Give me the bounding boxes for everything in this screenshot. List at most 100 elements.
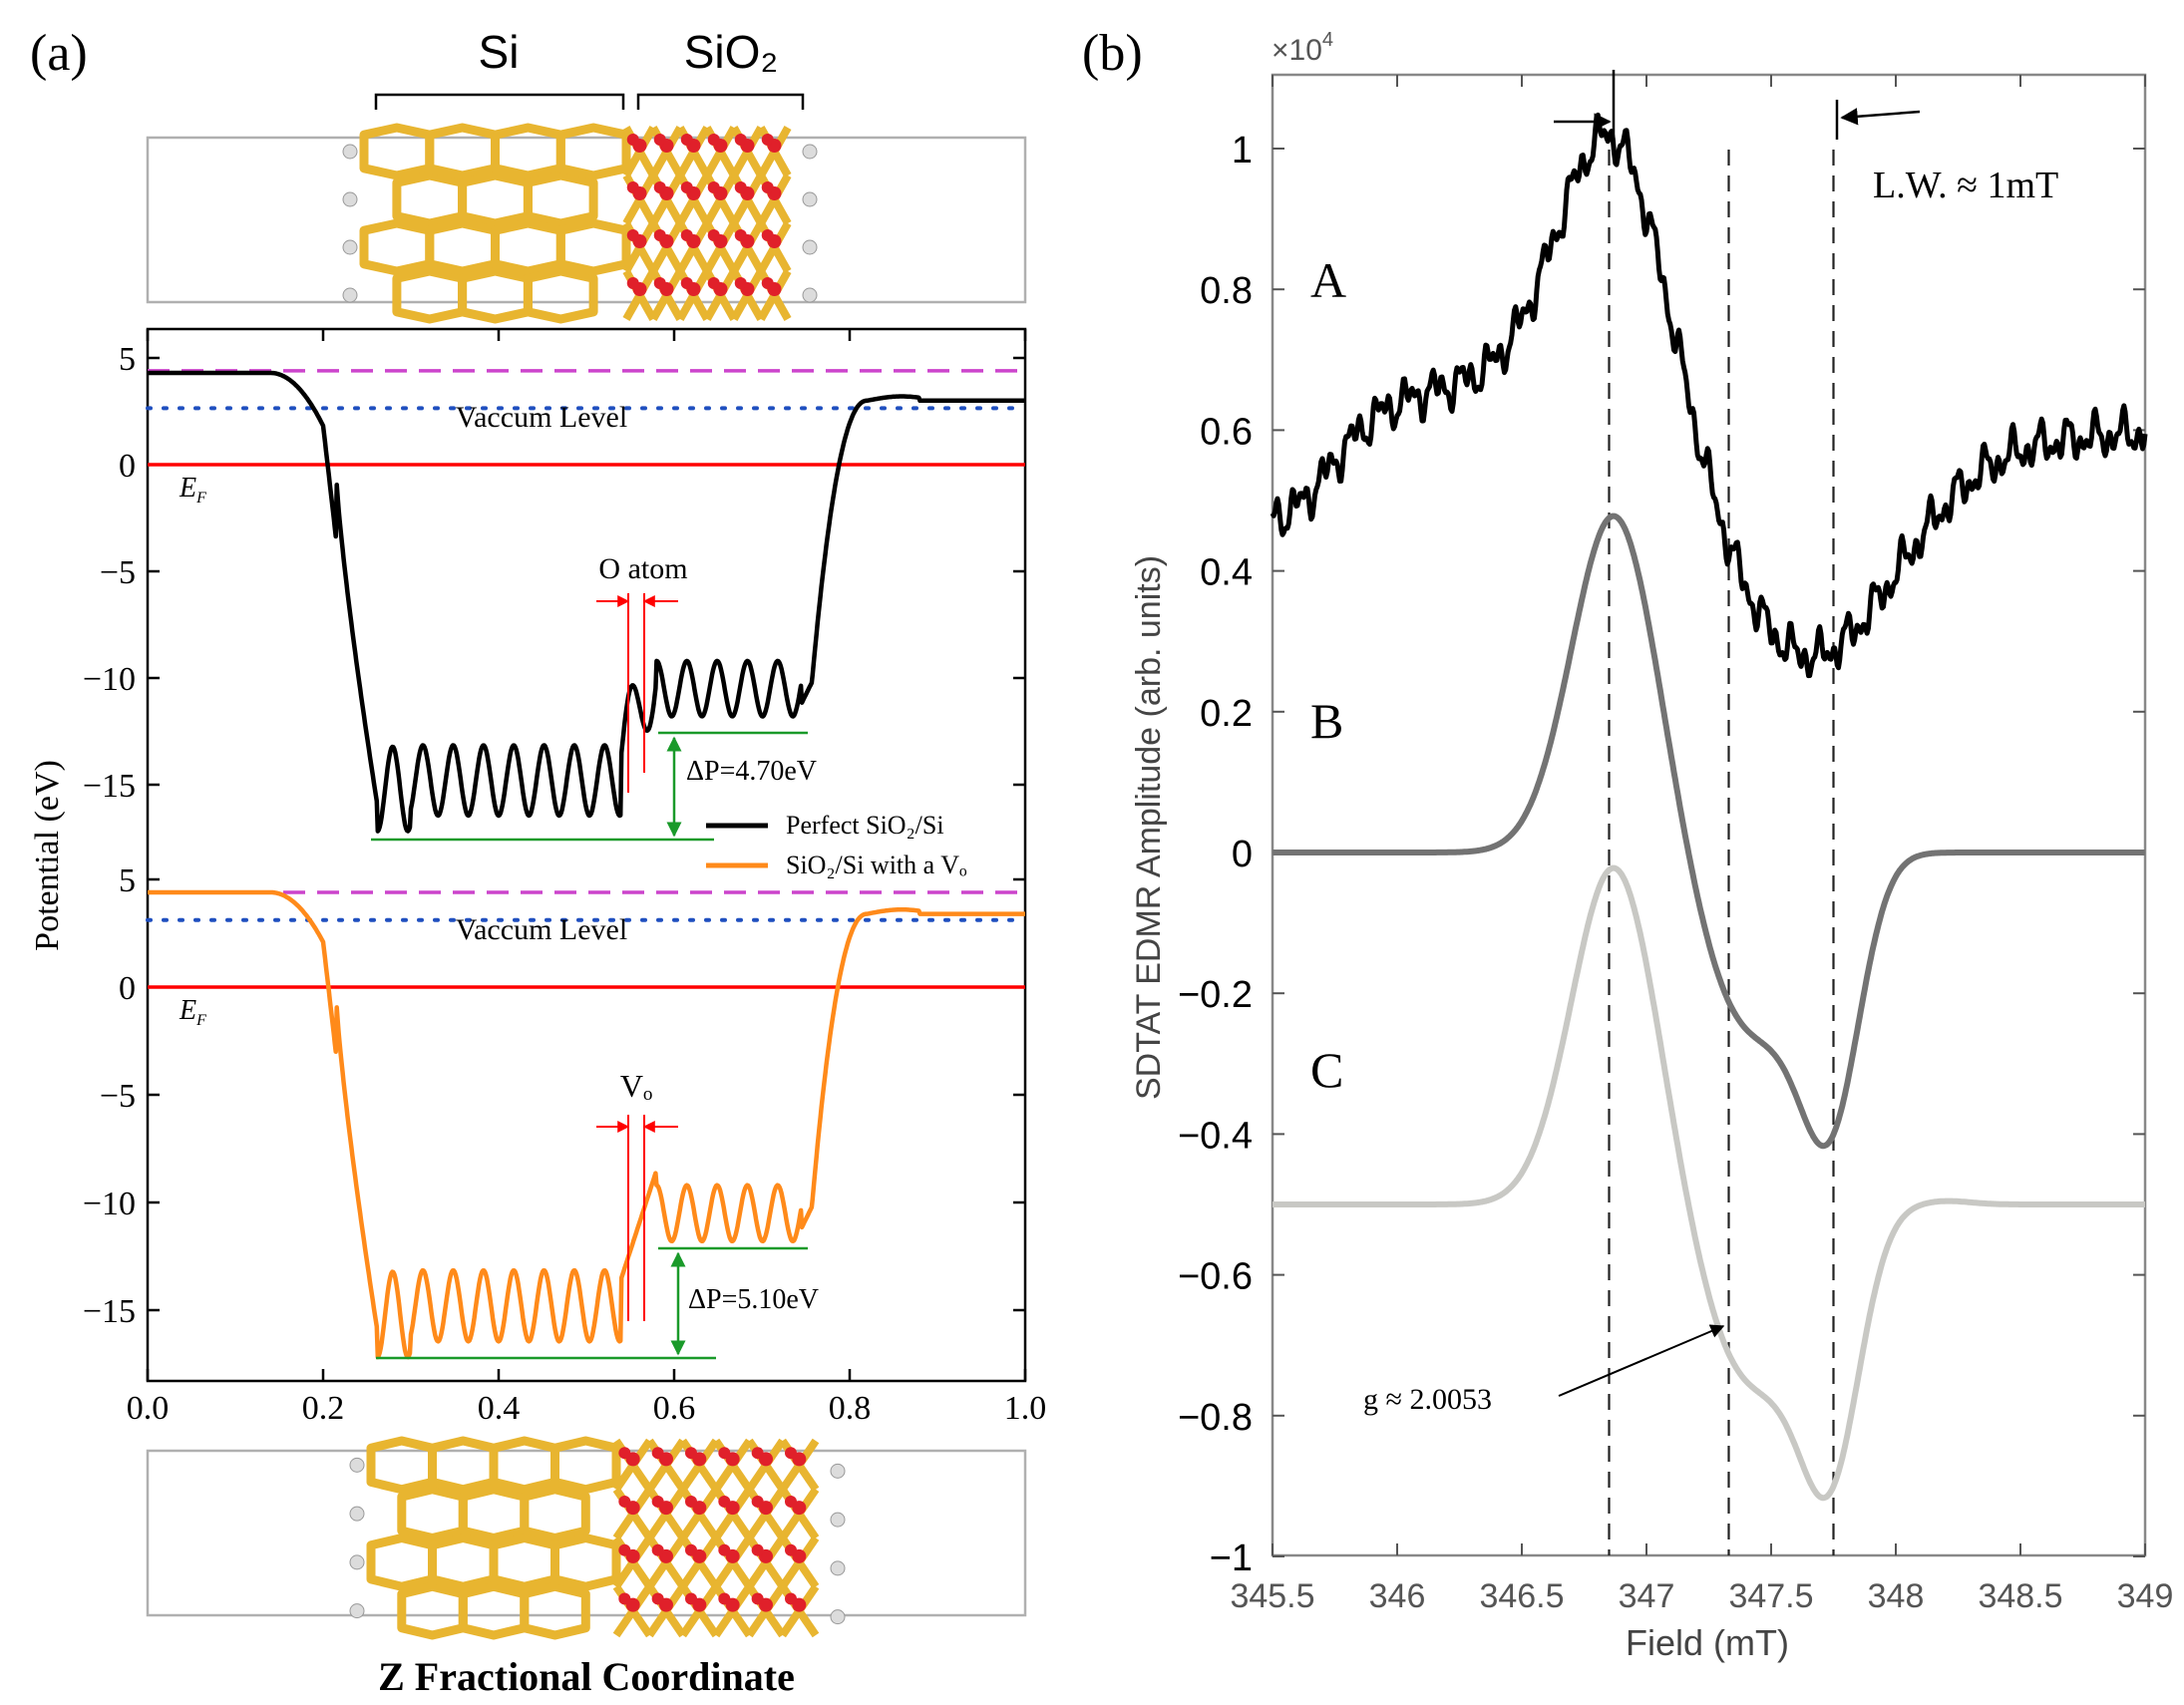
hydrogen-atom [802,287,818,303]
a-xtick-label: 1.0 [1004,1390,1047,1427]
panel-a-ylabel: Potential (eV) [29,760,66,951]
si-bond-ring [359,218,435,276]
a-xtick-label: 0.6 [653,1390,696,1427]
bottom-atomic-structure [349,1436,846,1640]
a-lower-ytick-label: 5 [119,862,136,899]
b-ytick-label: 0.6 [1200,411,1253,453]
oxygen-atom [653,181,666,193]
oxygen-atom [626,229,639,241]
si-bond-ring [458,1581,530,1640]
top-structure-box [146,136,1027,304]
oxygen-atom [618,1592,631,1605]
panel-a: (a) Si SiO₂ 5 0 −5 −10 −15 5 0 −5 −10 −15 0.0 0.2 0.… [29,25,1046,1699]
lw-arrow-right [1840,108,1921,126]
hydrogen-atom [830,1609,846,1625]
oxygen-atom [651,1447,664,1460]
oxygen-atom [785,1447,797,1460]
oxygen-atom [751,1592,764,1605]
oxygen-atom [618,1543,631,1556]
panel-b: (b) ×104 1 0.8 0.6 0.4 0.2 0 −0.2 −0.4 −0.6 −0.8 −… [1082,25,2173,1663]
a-xtick-label: 0.8 [829,1390,872,1427]
oxygen-atom [734,181,747,193]
oxygen-atom [685,1592,697,1605]
si-bond-ring [491,218,565,276]
oxygen-atom [685,1495,697,1508]
si-bond-ring [397,1581,468,1640]
a-curve-vo [146,889,1027,1360]
curve-label-c: C [1310,1042,1343,1098]
oxygen-atom [734,229,747,241]
oxygen-atom [718,1543,731,1556]
top-structure-labels: Si SiO₂ [374,26,805,110]
si-bond-ring [555,123,631,180]
b-ytick-label: −0.2 [1178,974,1253,1016]
oxygen-atom [680,277,693,289]
panel-b-curves [1270,112,2148,1502]
a-xtick-label: 0.2 [302,1390,345,1427]
si-bond-ring [428,1534,499,1591]
oxygen-atom [626,181,639,193]
b-ytick-label: −0.6 [1178,1256,1253,1298]
panel-a-plot-frame [146,327,1027,1383]
oxygen-atom [734,277,747,289]
a-xtick-label: 0.4 [478,1390,521,1427]
b-xtick-label: 346 [1369,1577,1426,1615]
si-bond-ring [397,1485,468,1542]
panel-a-reference-lines [146,369,1027,989]
oxygen-atom [751,1495,764,1508]
b-xtick-label: 346.5 [1479,1577,1564,1615]
si-bond-ring [550,1534,621,1591]
oxygen-atom [626,134,639,146]
b-xtick-label: 345.5 [1230,1577,1314,1615]
panel-a-xlabel: Z Fractional Coordinate [378,1654,795,1699]
panel-b-label: (b) [1082,25,1143,82]
oxygen-atom [626,277,639,289]
si-bracket [374,93,625,110]
panel-b-plot-frame [1271,73,2147,1557]
lower-vacuum-label: Vaccum Level [456,913,627,946]
b-curve-b [1271,512,2147,1150]
b-ytick-label: −0.4 [1178,1115,1253,1157]
si-bond-ring [425,218,500,276]
b-xtick-label: 347 [1619,1577,1675,1615]
a-lower-ytick-label: −10 [83,1186,136,1222]
b-xtick-label: 348 [1868,1577,1925,1615]
a-upper-ytick-label: −10 [83,661,136,698]
top-atomic-structure [342,123,818,324]
b-ytick-label: −1 [1210,1537,1253,1579]
panel-a-curves [146,370,1027,1360]
sio2-bracket [636,93,805,110]
oxygen-atom [680,229,693,241]
b-xtick-label: 347.5 [1728,1577,1813,1615]
si-bond-ring [366,1534,437,1591]
hydrogen-atom [802,239,818,255]
hydrogen-atom [830,1463,846,1479]
si-bond-ring [359,123,435,180]
si-bond-ring [425,123,500,180]
hydrogen-atom [802,191,818,207]
oxygen-atom [618,1447,631,1460]
oxygen-atom [685,1543,697,1556]
hydrogen-atom [349,1506,365,1522]
sio2-label: SiO₂ [684,26,779,78]
lower-annotations: Vaccum Level EF Vₒ ΔP=5.10eV [179,913,819,1360]
si-bond-ring [520,1485,590,1542]
hydrogen-atom [802,144,818,160]
oxygen-atom [651,1592,664,1605]
oxygen-atom [751,1543,764,1556]
oxygen-atom [761,134,774,146]
hydrogen-atom [342,144,358,160]
si-bond-ring [523,266,598,324]
y-exponent-label: ×104 [1272,29,1333,67]
b-ytick-label: −0.8 [1178,1397,1253,1439]
upper-annotations: Vaccum Level EF O atom ΔP=4.70eV Perfect… [179,401,967,879]
oxygen-atom [707,181,720,193]
b-ytick-label: 1 [1232,130,1253,171]
si-bond-ring [489,1436,559,1495]
a-upper-ytick-label: 5 [119,341,136,378]
oxygen-atom [707,229,720,241]
a-xtick-label: 0.0 [127,1390,170,1427]
upper-dp-label: ΔP=4.70eV [686,756,817,787]
hydrogen-atom [349,1603,365,1619]
oxygen-atom [785,1543,797,1556]
